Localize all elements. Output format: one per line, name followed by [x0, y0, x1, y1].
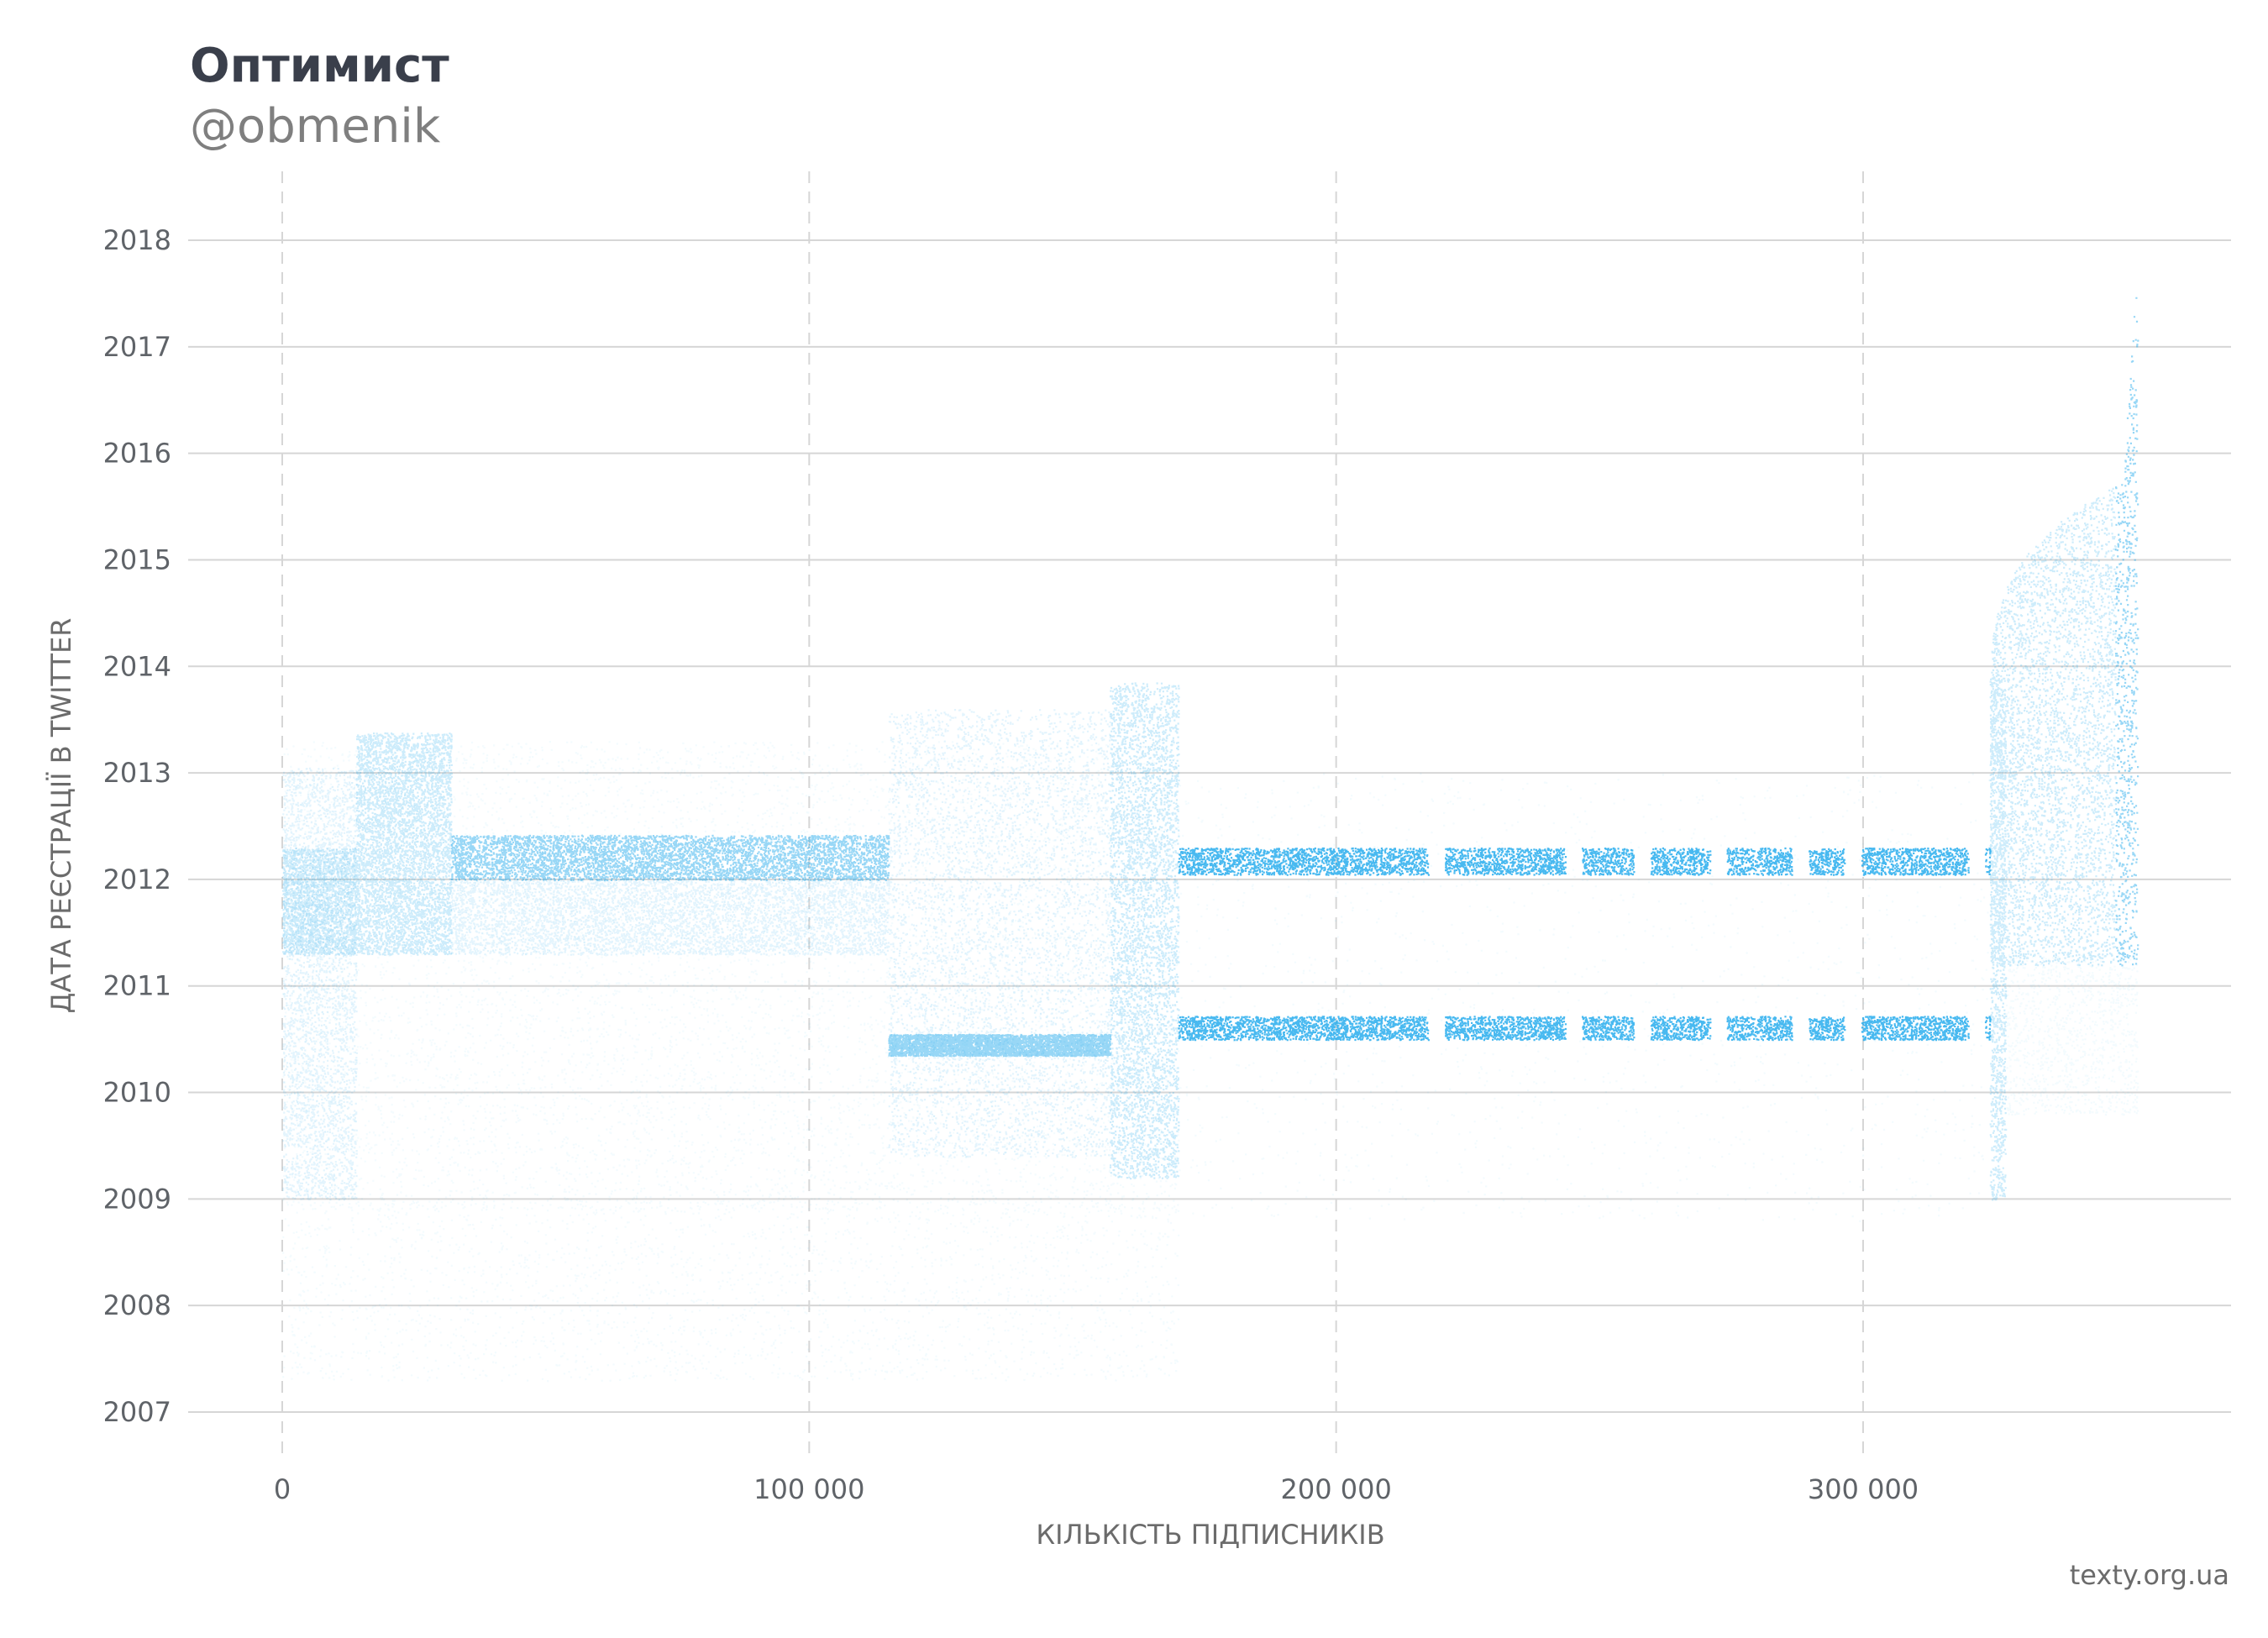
y-tick-label: 2015 — [103, 543, 171, 575]
x-tick-label: 0 — [274, 1473, 291, 1505]
y-tick-label: 2018 — [103, 224, 171, 256]
scatter-points — [282, 709, 1111, 1201]
source-credit: texty.org.ua — [2069, 1559, 2229, 1591]
y-tick-label: 2016 — [103, 438, 171, 470]
scatter-points — [1178, 847, 1992, 1042]
x-tick-label: 300 000 — [1808, 1473, 1919, 1505]
x-tick-label: 100 000 — [753, 1473, 864, 1505]
chart-subtitle: @obmenik — [190, 99, 441, 154]
chart-title: Оптимист — [190, 39, 449, 93]
y-tick-label: 2009 — [103, 1183, 171, 1215]
scatter-points — [450, 297, 2139, 1058]
scatter-points — [282, 741, 2139, 1383]
y-tick-label: 2012 — [103, 864, 171, 895]
y-tick-label: 2010 — [103, 1077, 171, 1109]
y-tick-label: 2013 — [103, 757, 171, 789]
y-tick-label: 2008 — [103, 1289, 171, 1321]
y-tick-label: 2017 — [103, 331, 171, 363]
y-tick-label: 2007 — [103, 1396, 171, 1428]
grid-lines — [188, 171, 2231, 1460]
y-axis-ticks: 2007 2008 2009 2010 2011 2012 2013 2014 2015 2016… — [103, 224, 171, 1428]
x-axis-label: КІЛЬКІСТЬ ПІДПИСНИКІВ — [1036, 1519, 1384, 1551]
y-tick-label: 2011 — [103, 970, 171, 1002]
y-tick-label: 2014 — [103, 650, 171, 682]
x-axis-ticks: 0 100 000 200 000 300 000 — [274, 1473, 1919, 1505]
y-axis-label: ДАТА РЕЄСТРАЦІЇ В TWITTER — [45, 617, 77, 1013]
x-tick-label: 200 000 — [1281, 1473, 1392, 1505]
data-points — [282, 297, 2139, 1383]
